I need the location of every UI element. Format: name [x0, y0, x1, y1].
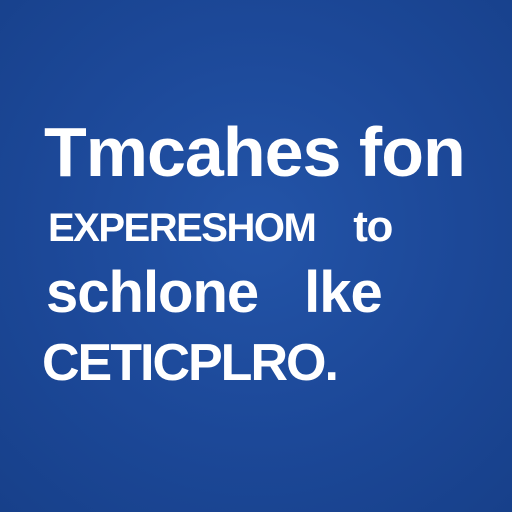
text-line-2-word-b: to [353, 202, 393, 251]
text-line-1: Tmcahes fon [44, 113, 466, 191]
text-line-3: schlone lke [46, 258, 383, 328]
text-line-2: EXPERESHOM to [48, 200, 393, 255]
text-line-2-word-a: EXPERESHOM [48, 206, 317, 250]
text-line-3-word-b: lke [304, 260, 383, 325]
text-line-4: CETICPLRO. [42, 334, 339, 392]
text-line-3-word-a: schlone [46, 260, 259, 325]
